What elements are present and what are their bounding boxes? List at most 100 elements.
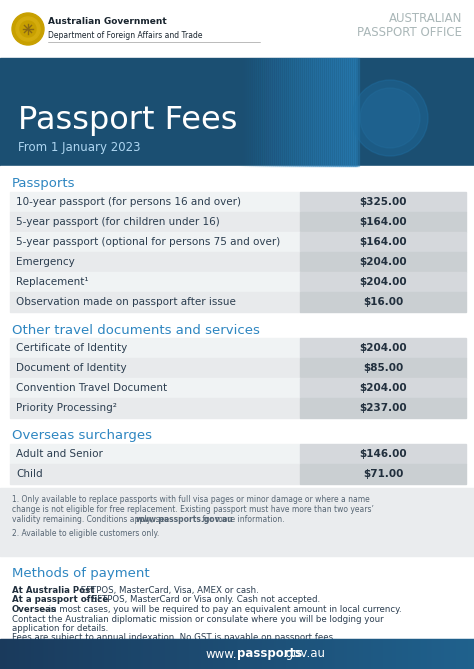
Bar [175, 639, 176, 669]
Bar [260, 639, 261, 669]
Bar [54, 639, 55, 669]
Bar [398, 639, 399, 669]
Bar [421, 639, 422, 669]
Bar [239, 58, 243, 166]
Bar [257, 58, 261, 166]
Bar [313, 639, 314, 669]
Bar [9, 639, 10, 669]
Bar [270, 639, 271, 669]
Bar [30, 639, 31, 669]
Bar [114, 639, 115, 669]
Bar [380, 639, 381, 669]
Bar [284, 639, 285, 669]
Bar [370, 639, 371, 669]
Bar [252, 639, 253, 669]
Bar [387, 639, 388, 669]
Bar [209, 639, 210, 669]
Bar [327, 639, 328, 669]
Bar [240, 639, 241, 669]
Bar [300, 464, 466, 484]
Bar [193, 639, 194, 669]
Text: Contact the Australian diplomatic mission or consulate where you will be lodging: Contact the Australian diplomatic missio… [12, 615, 383, 624]
Bar [186, 639, 187, 669]
Bar [444, 639, 445, 669]
Bar [274, 639, 275, 669]
Bar [65, 639, 66, 669]
Bar [194, 639, 195, 669]
Bar [456, 639, 457, 669]
Bar [265, 639, 266, 669]
Bar [302, 639, 303, 669]
Bar [333, 58, 337, 166]
Bar [43, 639, 44, 669]
Bar [0, 639, 1, 669]
Bar [463, 639, 464, 669]
Bar [451, 639, 452, 669]
Circle shape [16, 17, 40, 41]
Bar [381, 639, 382, 669]
Bar [66, 639, 67, 669]
Text: 5-year passport (for children under 16): 5-year passport (for children under 16) [16, 217, 220, 227]
Bar [248, 639, 249, 669]
Bar [268, 639, 269, 669]
Bar [4, 639, 5, 669]
Bar [10, 639, 11, 669]
Bar [287, 58, 291, 166]
Bar [20, 639, 21, 669]
Text: Observation made on passport after issue: Observation made on passport after issue [16, 297, 236, 307]
Bar [345, 58, 349, 166]
Text: 1. Only available to replace passports with full visa pages or minor damage or w: 1. Only available to replace passports w… [12, 495, 370, 504]
Bar [246, 639, 247, 669]
Bar [63, 639, 64, 669]
Bar [146, 639, 147, 669]
Bar [203, 639, 204, 669]
Bar [247, 58, 251, 166]
Bar [277, 639, 278, 669]
Text: passports: passports [237, 648, 302, 660]
Bar [286, 639, 287, 669]
Bar [151, 639, 152, 669]
Text: $71.00: $71.00 [363, 469, 403, 479]
Bar [450, 639, 451, 669]
Bar [104, 639, 105, 669]
Bar [178, 639, 179, 669]
Bar [355, 58, 359, 166]
Bar [349, 639, 350, 669]
Bar [313, 58, 317, 166]
Bar [339, 58, 343, 166]
Bar [329, 639, 330, 669]
Bar [382, 639, 383, 669]
Bar [341, 639, 342, 669]
Bar [50, 639, 51, 669]
Bar [125, 639, 126, 669]
Bar [164, 639, 165, 669]
Bar [13, 639, 14, 669]
Bar [335, 58, 339, 166]
Bar [108, 639, 109, 669]
Bar [290, 639, 291, 669]
Bar [166, 639, 167, 669]
Text: - EFTPOS, MasterCard or Visa only. Cash not accepted.: - EFTPOS, MasterCard or Visa only. Cash … [83, 595, 320, 605]
Bar [350, 639, 351, 669]
Text: - in most cases, you will be required to pay an equivalent amount in local curre: - in most cases, you will be required to… [40, 605, 402, 614]
Bar [293, 58, 297, 166]
Bar [205, 639, 206, 669]
Text: for more information.: for more information. [200, 515, 284, 524]
Bar [244, 639, 245, 669]
Bar [306, 639, 307, 669]
Text: Certificate of Identity: Certificate of Identity [16, 343, 127, 353]
Bar [220, 639, 221, 669]
Bar [462, 639, 463, 669]
Bar [458, 639, 459, 669]
Bar [440, 639, 441, 669]
Bar [275, 58, 279, 166]
Bar [383, 639, 384, 669]
Bar [99, 639, 100, 669]
Bar [361, 639, 362, 669]
Bar [334, 639, 335, 669]
Bar [448, 639, 449, 669]
Text: $164.00: $164.00 [359, 237, 407, 247]
Bar [119, 639, 120, 669]
Bar [0, 560, 474, 639]
Bar [402, 639, 403, 669]
